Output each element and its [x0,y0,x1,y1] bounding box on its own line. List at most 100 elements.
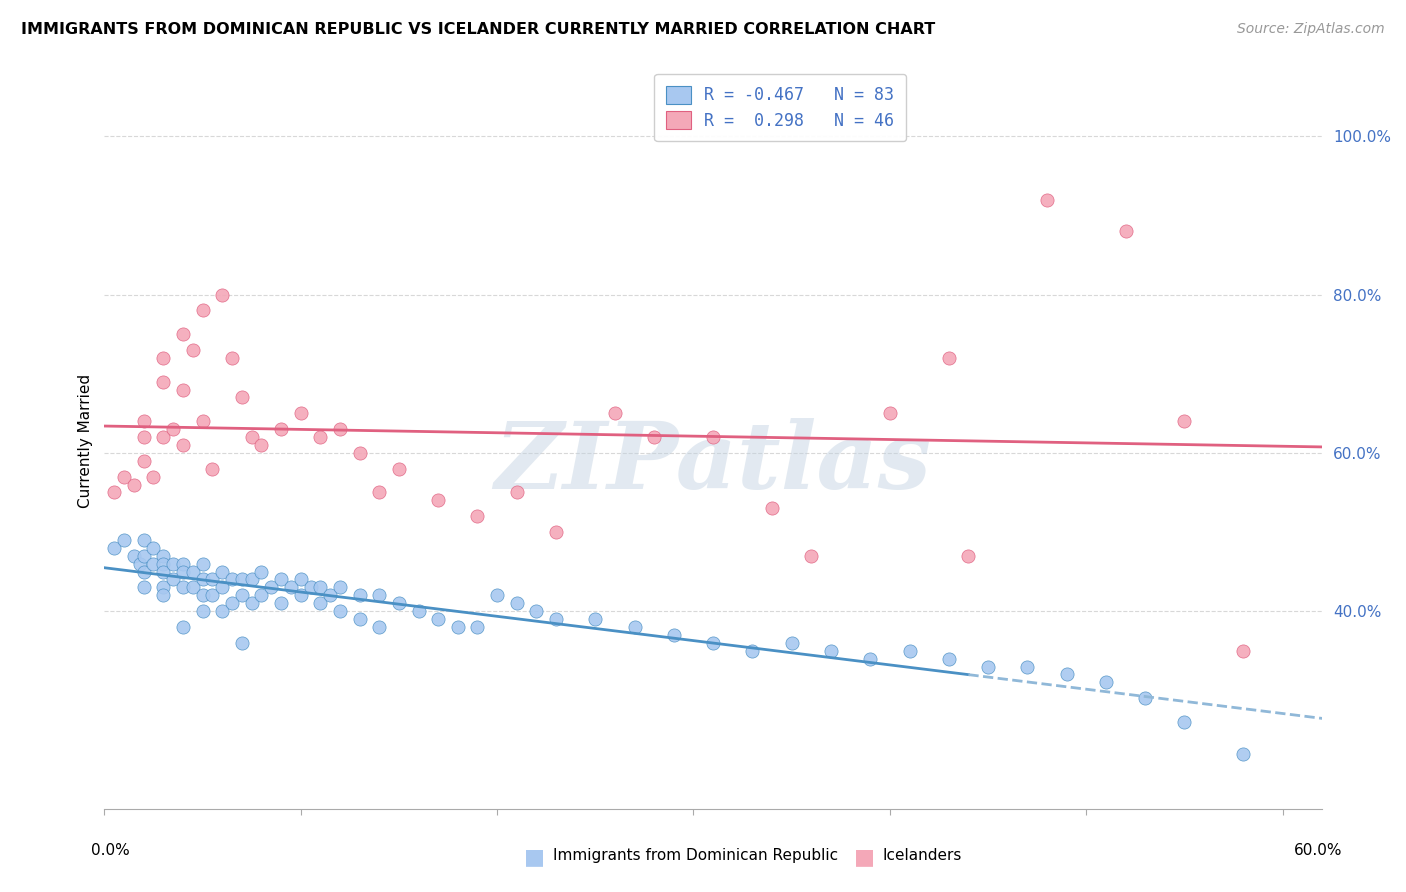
Point [583,612,606,626]
Point [132,430,155,444]
Point [544,612,567,626]
Point [427,493,450,508]
Point [506,596,529,610]
Point [270,422,292,436]
Point [329,422,352,436]
Point [231,588,253,602]
Point [172,620,194,634]
Point [231,636,253,650]
Point [467,509,489,524]
Text: ■: ■ [855,847,875,867]
Point [280,581,302,595]
Point [211,565,233,579]
Point [191,303,214,318]
Point [152,588,174,602]
Point [142,557,165,571]
Point [702,430,724,444]
Point [152,375,174,389]
Point [211,604,233,618]
Point [152,430,174,444]
Point [780,636,803,650]
Point [309,596,332,610]
Point [329,581,352,595]
Point [191,604,214,618]
Point [221,351,243,365]
Point [270,573,292,587]
Point [221,596,243,610]
Point [260,581,283,595]
Point [162,557,184,571]
Point [447,620,470,634]
Point [290,573,312,587]
Point [142,469,165,483]
Point [299,581,322,595]
Point [201,573,224,587]
Point [132,565,155,579]
Point [1095,675,1118,690]
Y-axis label: Currently Married: Currently Married [79,374,93,508]
Point [388,596,411,610]
Point [172,438,194,452]
Point [368,485,391,500]
Point [1036,193,1059,207]
Point [309,581,332,595]
Point [132,414,155,428]
Point [172,327,194,342]
Text: Source: ZipAtlas.com: Source: ZipAtlas.com [1237,22,1385,37]
Point [349,612,371,626]
Point [231,573,253,587]
Point [957,549,980,563]
Point [103,485,125,500]
Legend: R = -0.467   N = 83, R =  0.298   N = 46: R = -0.467 N = 83, R = 0.298 N = 46 [654,74,905,141]
Point [191,588,214,602]
Text: 60.0%: 60.0% [1295,843,1343,858]
Point [162,573,184,587]
Point [1173,414,1195,428]
Point [1115,224,1137,238]
Point [240,430,263,444]
Point [152,565,174,579]
Point [290,588,312,602]
Point [112,469,135,483]
Point [240,573,263,587]
Point [122,549,145,563]
Point [408,604,430,618]
Point [221,573,243,587]
Point [526,604,548,618]
Point [290,406,312,420]
Point [250,438,273,452]
Text: Icelanders: Icelanders [883,848,962,863]
Point [172,565,194,579]
Point [181,343,204,357]
Point [201,461,224,475]
Text: 0.0%: 0.0% [91,843,131,858]
Point [1017,659,1039,673]
Point [181,565,204,579]
Point [761,501,783,516]
Point [486,588,509,602]
Point [938,651,960,665]
Point [1232,747,1254,761]
Point [1232,644,1254,658]
Point [820,644,842,658]
Point [152,557,174,571]
Point [388,461,411,475]
Point [623,620,645,634]
Point [506,485,529,500]
Point [250,588,273,602]
Point [977,659,1000,673]
Point [152,581,174,595]
Text: IMMIGRANTS FROM DOMINICAN REPUBLIC VS ICELANDER CURRENTLY MARRIED CORRELATION CH: IMMIGRANTS FROM DOMINICAN REPUBLIC VS IC… [21,22,935,37]
Text: ■: ■ [524,847,544,867]
Point [368,620,391,634]
Point [467,620,489,634]
Point [122,477,145,491]
Point [1173,714,1195,729]
Point [103,541,125,555]
Point [879,406,901,420]
Point [191,414,214,428]
Point [172,557,194,571]
Point [603,406,626,420]
Point [172,581,194,595]
Point [132,549,155,563]
